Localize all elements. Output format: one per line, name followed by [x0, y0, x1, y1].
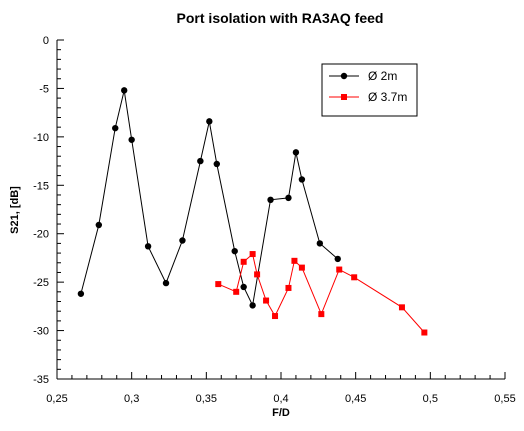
x-tick-label: 0,45	[345, 393, 366, 405]
data-point	[285, 284, 292, 291]
y-tick-label: -10	[33, 132, 49, 144]
x-tick-label: 0,5	[423, 393, 438, 405]
x-tick-label: 0,35	[196, 393, 217, 405]
legend-box	[321, 63, 418, 117]
x-tick-label: 0,3	[124, 393, 139, 405]
x-axis-label: F/D	[272, 407, 290, 419]
data-point	[298, 264, 305, 271]
x-tick-label: 0,4	[273, 393, 288, 405]
y-tick-label: -30	[33, 326, 49, 338]
data-point	[233, 288, 240, 295]
data-point	[215, 281, 222, 288]
legend: Ø 2m Ø 3.7m	[321, 63, 418, 117]
data-point	[240, 283, 247, 291]
data-point	[254, 271, 261, 278]
data-point	[291, 257, 298, 264]
series-1	[77, 87, 341, 309]
data-point	[179, 237, 186, 244]
data-point	[231, 247, 238, 255]
data-point	[249, 251, 256, 258]
data-point	[197, 157, 204, 165]
data-point	[206, 118, 213, 125]
x-tick-label: 0,25	[46, 393, 67, 405]
data-point	[316, 240, 324, 247]
data-point	[240, 258, 247, 265]
data-point	[421, 329, 428, 336]
y-tick-label: 0	[43, 35, 49, 47]
legend-label: Ø 3.7m	[368, 90, 407, 104]
data-point	[213, 160, 220, 168]
data-point	[398, 304, 405, 311]
data-point	[249, 302, 256, 309]
data-point	[77, 290, 85, 297]
series-line	[80, 90, 339, 308]
y-tick-label: -25	[33, 277, 49, 289]
data-point	[121, 87, 128, 94]
data-point	[144, 243, 152, 250]
data-point	[351, 274, 358, 281]
legend-marker	[340, 72, 348, 80]
data-point	[267, 196, 274, 204]
y-tick-label: -35	[33, 374, 49, 386]
series-2	[215, 251, 428, 336]
chart-title: Port isolation with RA3AQ feed	[177, 10, 384, 26]
x-tick-label: 0,55	[494, 393, 515, 405]
series-layer	[77, 87, 428, 336]
data-point	[112, 124, 119, 132]
y-tick-label: -5	[39, 83, 49, 95]
data-point	[292, 149, 300, 156]
data-point	[272, 313, 279, 320]
data-point	[298, 176, 306, 183]
legend-label: Ø 2m	[368, 69, 397, 83]
data-point	[128, 136, 135, 143]
y-axis-label: S21, [dB]	[9, 186, 21, 234]
axes: 0 -5 -10 -15 -20 -25 -30 -35 0,25 0,3 0,35 0,4 0,45 0…	[33, 35, 516, 405]
data-point	[263, 297, 270, 304]
legend-marker	[341, 94, 347, 100]
data-point	[162, 279, 170, 287]
data-point	[318, 311, 325, 318]
y-tick-label: -20	[33, 229, 49, 241]
data-point	[95, 221, 103, 229]
data-point	[336, 266, 343, 273]
data-point	[285, 194, 292, 202]
y-tick-label: -15	[33, 180, 49, 192]
data-point	[334, 255, 341, 263]
